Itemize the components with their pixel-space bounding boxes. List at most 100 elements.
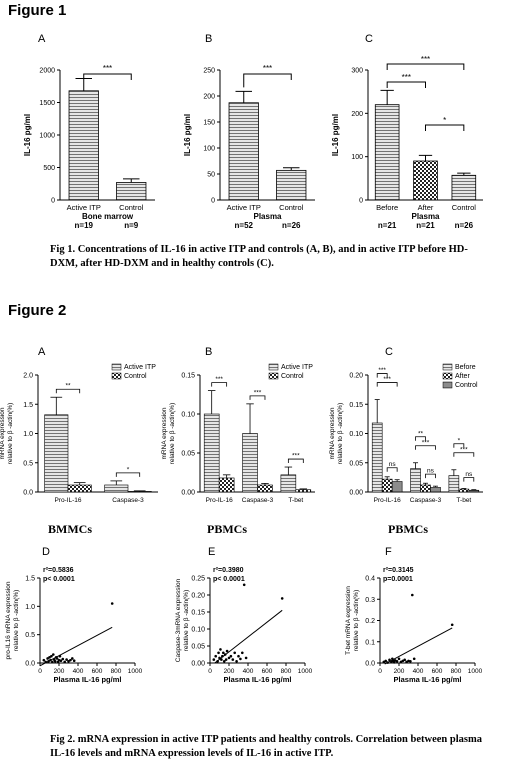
chart-fig2f-ytick-label-3: 0.3 bbox=[365, 597, 375, 604]
chart-fig2e-ytick-label-4: 0.20 bbox=[191, 593, 205, 600]
chart-fig1b-n-label-1: n=26 bbox=[282, 221, 301, 230]
chart-fig2d-point-6 bbox=[50, 654, 53, 658]
chart-fig1a-ylabel: IL-16 pg/ml bbox=[23, 114, 32, 156]
chart-fig2c-legend-swatch-0 bbox=[442, 363, 453, 371]
chart-fig2a-xtick-label-0: Pro-IL-16 bbox=[54, 497, 81, 504]
figure1-heading: Figure 1 bbox=[8, 2, 67, 19]
row-label-pbmcs-c: PBMCs bbox=[388, 522, 428, 536]
chart-fig2e-point-15 bbox=[231, 658, 235, 661]
chart-fig1c-sig-label-2: * bbox=[443, 116, 446, 125]
chart-fig2d-stat-0: r²=0.5836 bbox=[43, 567, 74, 574]
chart-fig2b-legend-swatch-1 bbox=[268, 372, 279, 380]
chart-fig2b-bar-s1-c0 bbox=[218, 477, 235, 493]
chart-fig2c-ytick-label-2: 0.10 bbox=[349, 431, 363, 438]
chart-fig2a-bar-s0-c0 bbox=[44, 414, 69, 493]
chart-fig1a-ytick-label-1: 500 bbox=[43, 165, 55, 172]
chart-fig2e-xtick-label-2: 400 bbox=[243, 668, 254, 675]
chart-fig2e-point-3 bbox=[217, 651, 220, 655]
chart-fig2d-point-21 bbox=[69, 658, 72, 662]
chart-fig1c-ytick-label-3: 300 bbox=[351, 68, 363, 75]
chart-fig2b-sig-label-0: *** bbox=[215, 376, 223, 383]
chart-fig2c-ytick-label-0: 0.00 bbox=[349, 490, 363, 497]
chart-fig1b-ylabel: IL-16 pg/ml bbox=[183, 114, 192, 156]
chart-fig2b-sig-bracket-0 bbox=[211, 382, 228, 387]
chart-fig1c-ytick-label-2: 200 bbox=[351, 111, 363, 118]
chart-fig2d-ylabel-line2: relative to β -actin(%) bbox=[13, 590, 20, 652]
chart-fig2b-xtick-label-2: T-bet bbox=[288, 497, 303, 504]
chart-fig1b-xlabel: Plasma bbox=[253, 212, 282, 221]
chart-fig2f-point-16 bbox=[409, 660, 412, 663]
chart-fig2e-point-18 bbox=[237, 654, 240, 658]
chart-fig2e-xtick-label-1: 200 bbox=[224, 668, 235, 675]
chart-fig2c-sig-label-1: *** bbox=[383, 376, 391, 383]
chart-fig1a-ytick-label-4: 2000 bbox=[39, 68, 55, 75]
chart-fig2b-ytick-label-1: 0.05 bbox=[181, 451, 195, 458]
chart-fig2c-bar-s0-c2 bbox=[448, 475, 460, 493]
chart-fig2f-stat-0: r²=0.3145 bbox=[383, 567, 414, 574]
chart-fig2a-ytick-label-4: 2.0 bbox=[23, 373, 33, 380]
chart-fig2f-ytick-label-0: 0.0 bbox=[365, 661, 375, 668]
chart-fig2c-sig-label-2: ns bbox=[389, 461, 397, 468]
chart-fig2c-bar-s0-c0 bbox=[371, 422, 383, 493]
chart-fig2f-xtick-label-4: 800 bbox=[451, 668, 462, 675]
chart-fig1b-sig-label-0: *** bbox=[263, 64, 272, 73]
chart-fig2f-point-18 bbox=[412, 657, 416, 661]
chart-fig2d-point-2 bbox=[46, 657, 49, 660]
chart-fig2e-fit-line bbox=[214, 609, 283, 664]
chart-fig2c-sig-bracket-3 bbox=[415, 436, 426, 441]
chart-fig2e-ylabel-line2: relative to β -actin(%) bbox=[183, 590, 190, 652]
chart-fig2c-legend-label-0: Before bbox=[455, 364, 476, 371]
chart-fig1c-panel-letter: C bbox=[365, 33, 373, 45]
chart-fig1c-n-label-0: n=21 bbox=[378, 221, 397, 230]
chart-fig2a-ytick-label-3: 1.5 bbox=[23, 402, 33, 409]
chart-fig2a-ylabel-line1: mRNA expression bbox=[0, 407, 6, 459]
chart-fig2d-xtick-label-5: 1000 bbox=[128, 668, 143, 675]
chart-fig2e-ytick-label-3: 0.15 bbox=[191, 610, 205, 617]
chart-fig2a-xtick-label-1: Caspase-3 bbox=[112, 497, 144, 504]
chart-fig2f-point-0 bbox=[382, 660, 386, 664]
chart-fig2d-point-17 bbox=[61, 657, 65, 661]
chart-fig2c-sig-label-6: * bbox=[458, 437, 461, 444]
chart-fig2e-point-19 bbox=[239, 657, 242, 661]
chart-fig2f-xlabel: Plasma IL-16 pg/ml bbox=[394, 675, 462, 684]
chart-fig1a-sig-label-0: *** bbox=[103, 64, 112, 73]
chart-fig1a-bar-0 bbox=[68, 90, 99, 201]
chart-fig2f-stat-1: p=0.0001 bbox=[383, 576, 413, 583]
chart-fig1c-n-label-1: n=21 bbox=[416, 221, 435, 230]
chart-fig2e-point-20 bbox=[241, 651, 244, 655]
chart-fig1a-xtick-label-0: Active ITP bbox=[67, 203, 101, 212]
chart-fig2c-ylabel-line2: relative to β -actin(%) bbox=[337, 403, 344, 465]
chart-fig2e-point-23 bbox=[280, 597, 284, 600]
chart-fig2b-ylabel-line2: relative to β -actin(%) bbox=[169, 403, 176, 465]
chart-fig2c-ytick-label-4: 0.20 bbox=[349, 373, 363, 380]
chart-fig2f-ytick-label-2: 0.2 bbox=[365, 618, 375, 625]
chart-fig1b-sig-bracket-0 bbox=[243, 73, 292, 88]
chart-fig2c-xtick-label-2: T-bet bbox=[456, 497, 471, 504]
figure2-heading: Figure 2 bbox=[8, 302, 67, 319]
chart-fig2d-ylabel-line1: pro-IL16 mRNA expression bbox=[5, 581, 12, 659]
chart-fig2a-bar-s1-c0 bbox=[67, 484, 92, 493]
chart-fig2f-point-3 bbox=[388, 658, 391, 662]
chart-fig2c-ylabel-line1: mRNA expression bbox=[329, 407, 336, 459]
chart-fig2f-xtick-label-5: 1000 bbox=[468, 668, 483, 675]
chart-fig2c-bar-s1-c2 bbox=[458, 488, 470, 493]
chart-fig2c-sig-bracket-2 bbox=[386, 467, 398, 472]
chart-fig1c-sig-bracket-2 bbox=[425, 124, 465, 131]
chart-fig1a-bar-1 bbox=[116, 182, 147, 201]
chart-fig2e-stat-1: p< 0.0001 bbox=[213, 576, 245, 583]
chart-fig1b-ytick-label-1: 50 bbox=[207, 172, 215, 179]
chart-fig1b-ytick-label-5: 250 bbox=[203, 68, 215, 75]
chart-fig2a-ylabel-line2: relative to β -actin(%) bbox=[7, 403, 14, 465]
chart-fig2c-bar-s2-c1 bbox=[430, 487, 441, 493]
chart-fig2e-point-12 bbox=[225, 649, 229, 653]
chart-fig2b-xtick-label-0: Pro-IL-16 bbox=[206, 497, 233, 504]
chart-fig2b-legend-label-0: Active ITP bbox=[281, 364, 313, 371]
chart-fig2c-sig-label-5: ns bbox=[427, 468, 435, 475]
chart-fig2e-xtick-label-5: 1000 bbox=[298, 668, 313, 675]
chart-fig2b-ytick-label-3: 0.15 bbox=[181, 373, 195, 380]
chart-fig2b-sig-bracket-2 bbox=[287, 458, 304, 464]
chart-fig2b-legend-swatch-0 bbox=[268, 363, 279, 371]
chart-fig1c-xtick-label-0: Before bbox=[376, 203, 398, 212]
figure2-caption: Fig 2. mRNA expression in active ITP pat… bbox=[50, 734, 482, 759]
chart-fig1a-n-label-1: n=9 bbox=[124, 221, 139, 230]
